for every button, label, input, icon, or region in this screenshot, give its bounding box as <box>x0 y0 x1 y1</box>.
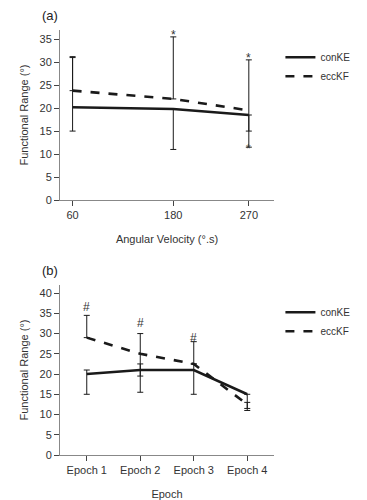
svg-text:30: 30 <box>40 56 52 68</box>
svg-text:Epoch 4: Epoch 4 <box>227 464 267 476</box>
svg-text:*: * <box>246 142 251 156</box>
svg-text:25: 25 <box>40 348 52 360</box>
svg-text:5: 5 <box>46 429 52 441</box>
svg-text:Epoch: Epoch <box>151 488 182 500</box>
svg-text:conKE: conKE <box>320 307 350 318</box>
svg-text:25: 25 <box>40 79 52 91</box>
svg-text:40: 40 <box>40 287 52 299</box>
svg-text:0: 0 <box>46 449 52 461</box>
svg-text:15: 15 <box>40 125 52 137</box>
svg-text:20: 20 <box>40 102 52 114</box>
svg-text:#: # <box>137 316 144 330</box>
svg-text:Angular Velocity (°.s): Angular Velocity (°.s) <box>116 233 218 245</box>
svg-text:eccKF: eccKF <box>320 71 348 82</box>
svg-text:15: 15 <box>40 388 52 400</box>
svg-text:270: 270 <box>240 209 258 221</box>
svg-text:5: 5 <box>46 171 52 183</box>
svg-text:Epoch 3: Epoch 3 <box>174 464 214 476</box>
svg-text:0: 0 <box>46 194 52 206</box>
svg-text:180: 180 <box>164 209 182 221</box>
svg-text:20: 20 <box>40 368 52 380</box>
svg-text:conKE: conKE <box>320 52 350 63</box>
svg-text:eccKF: eccKF <box>320 326 348 337</box>
svg-text:(a): (a) <box>42 8 58 23</box>
svg-text:#: # <box>83 300 90 314</box>
svg-text:Epoch 1: Epoch 1 <box>67 464 107 476</box>
svg-text:Epoch 2: Epoch 2 <box>120 464 160 476</box>
svg-text:10: 10 <box>40 408 52 420</box>
svg-text:Functional Range (°): Functional Range (°) <box>18 64 30 165</box>
svg-text:Functional Range (°): Functional Range (°) <box>18 319 30 420</box>
svg-text:(b): (b) <box>42 263 58 278</box>
svg-text:#: # <box>190 331 197 345</box>
svg-text:30: 30 <box>40 327 52 339</box>
svg-text:*: * <box>171 28 176 42</box>
svg-text:35: 35 <box>40 33 52 45</box>
svg-text:35: 35 <box>40 307 52 319</box>
svg-text:60: 60 <box>66 209 78 221</box>
svg-text:10: 10 <box>40 148 52 160</box>
svg-text:*: * <box>246 51 251 65</box>
